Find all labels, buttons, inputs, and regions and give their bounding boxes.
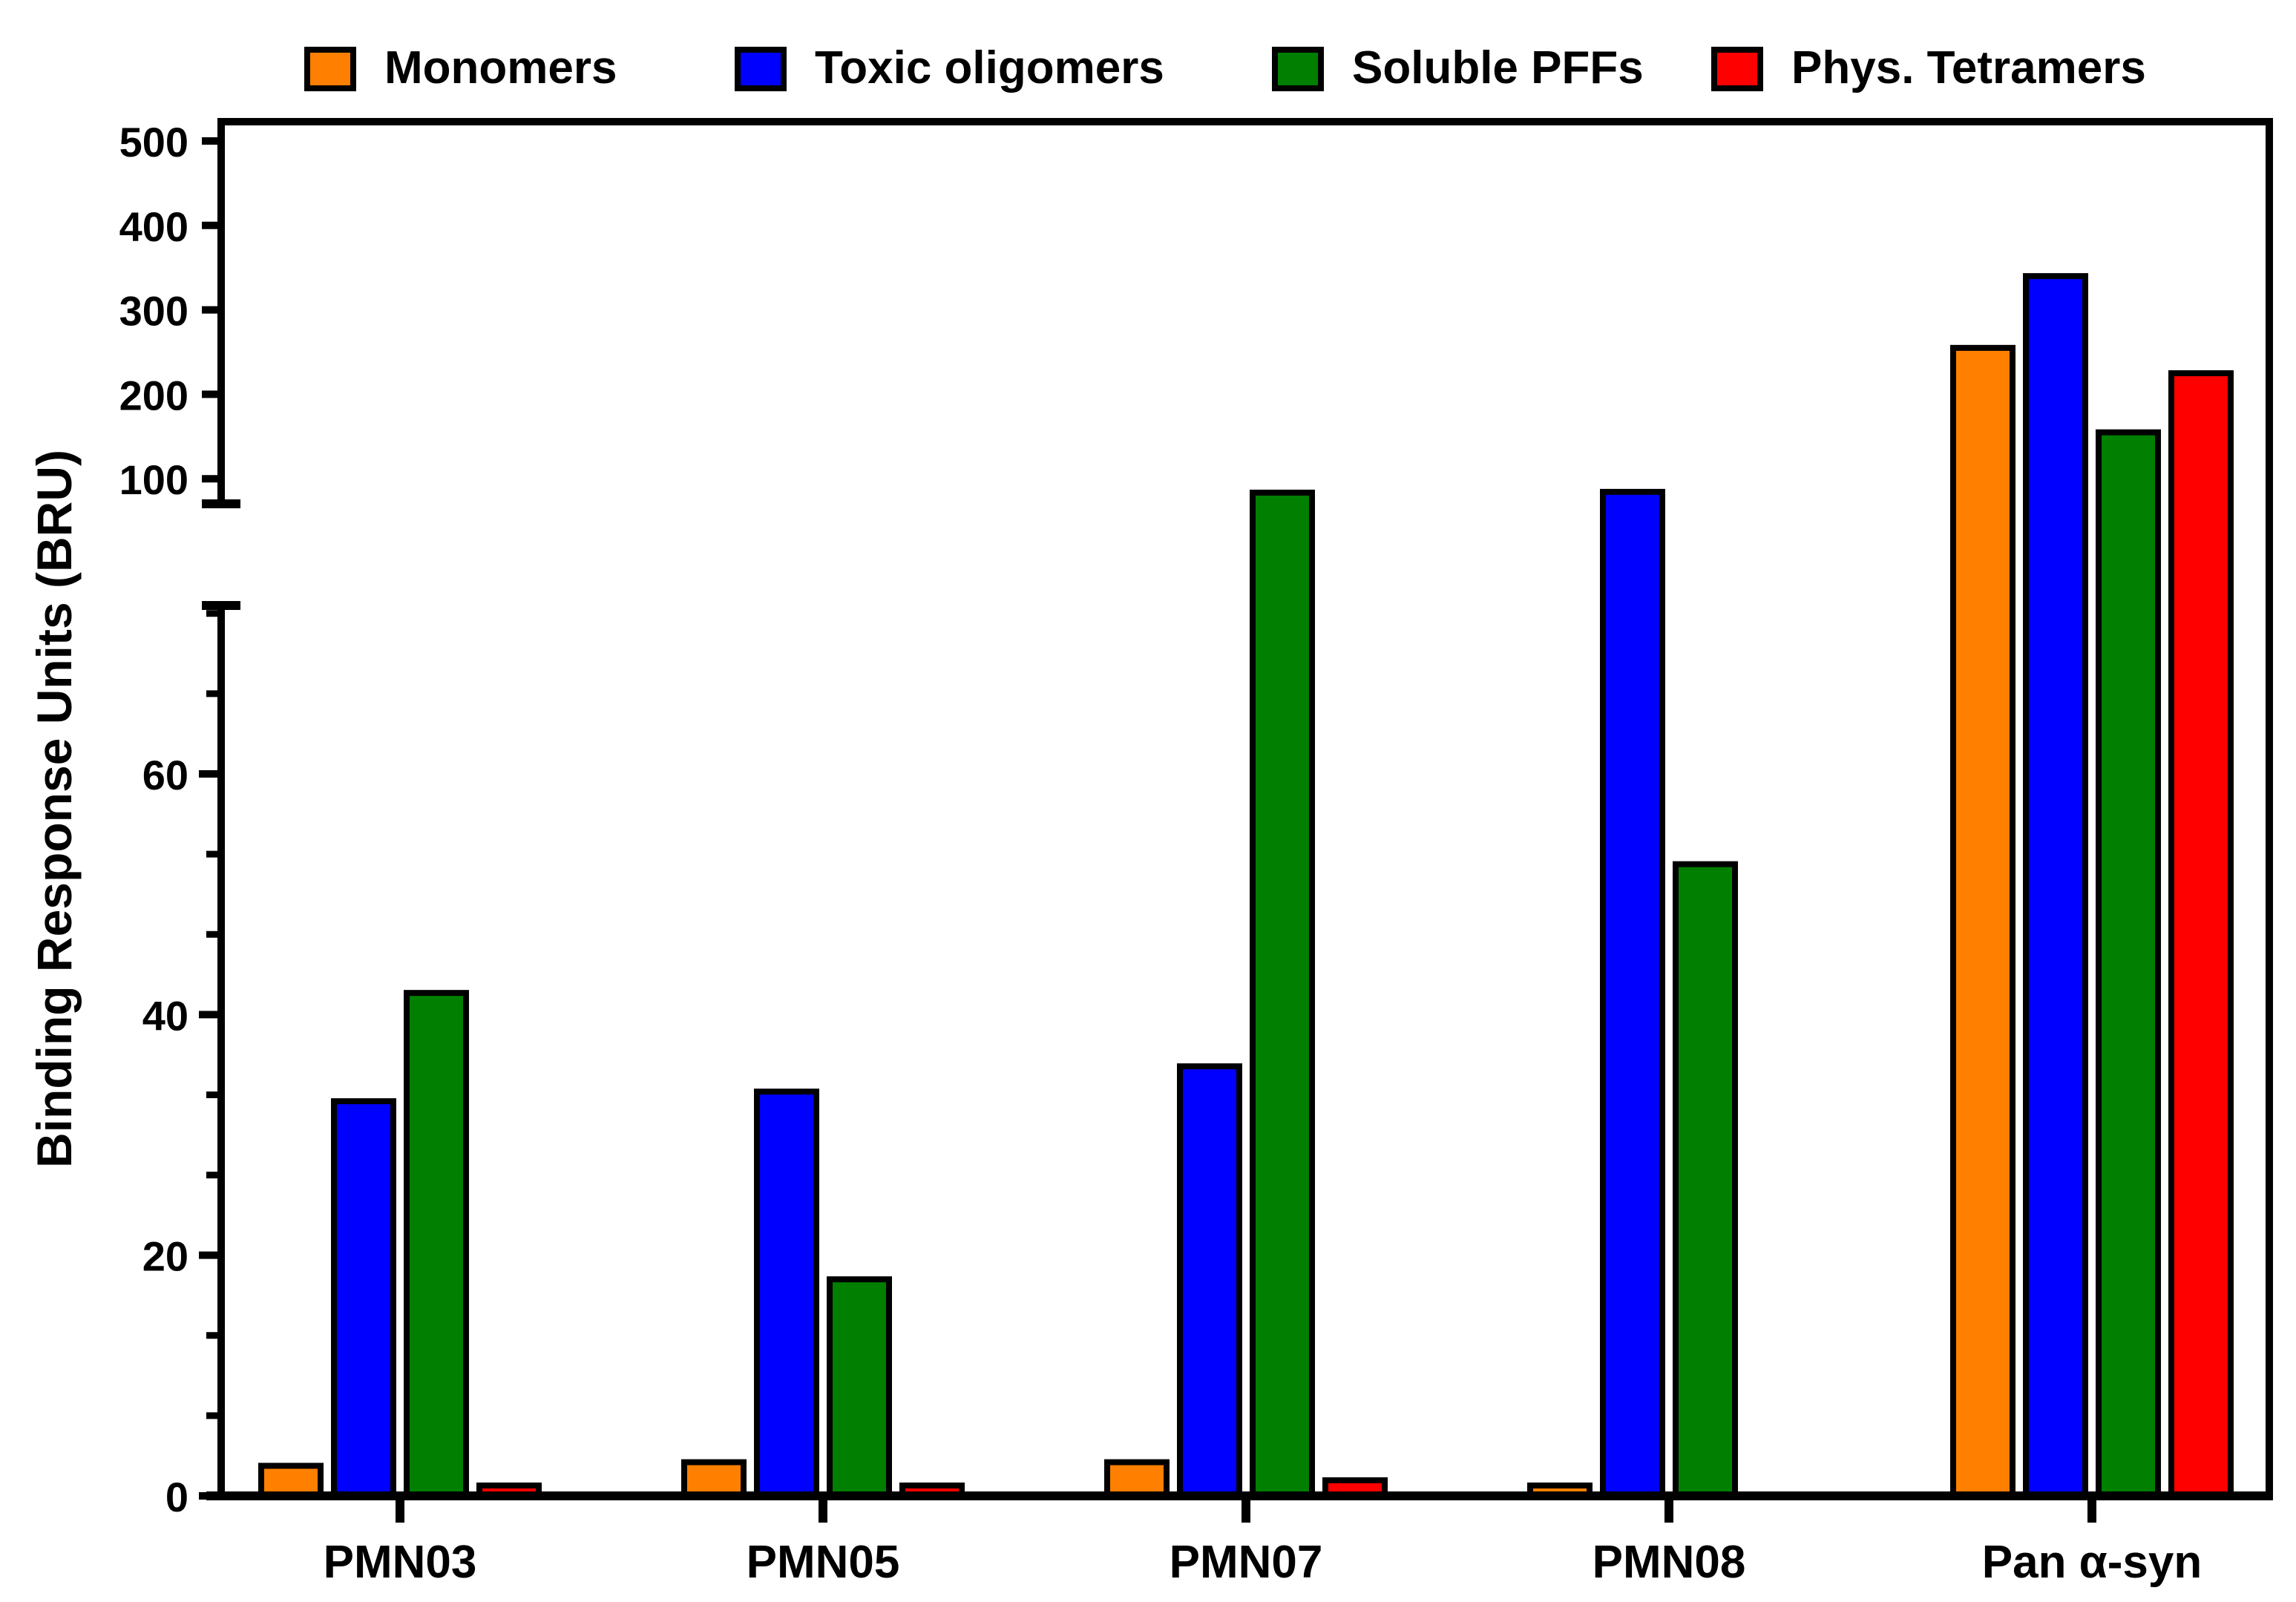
bar-0-0 <box>258 1463 324 1500</box>
y-tick-label: 300 <box>119 288 188 335</box>
bar-0-2 <box>404 990 469 1499</box>
y-tick-label: 200 <box>119 372 188 418</box>
legend-swatch <box>1272 47 1324 91</box>
legend-label: Soluble PFFs <box>1352 42 1644 93</box>
bar-4-3 <box>2168 370 2234 1499</box>
legend-label: Toxic oligomers <box>815 42 1164 93</box>
y-tick-label: 400 <box>119 203 188 250</box>
bar-2-1 <box>1177 1063 1242 1499</box>
y-tick-label: 40 <box>142 992 188 1039</box>
bar-3-2 <box>1673 861 1738 1500</box>
y-tick-label: 100 <box>119 456 188 503</box>
x-tick-label: Pan α-syn <box>1982 1537 2202 1588</box>
legend-label: Phys. Tetramers <box>1791 42 2146 93</box>
y-tick-label: 20 <box>142 1233 188 1280</box>
legend-swatch <box>304 47 356 91</box>
y-tick-label: 0 <box>165 1474 188 1520</box>
bar-3-1 <box>1600 488 1665 1500</box>
bar-4-1 <box>2023 273 2088 1500</box>
bar-1-2 <box>827 1276 892 1500</box>
x-tick-label: PMN03 <box>324 1537 477 1588</box>
bar-1-0 <box>681 1459 747 1500</box>
legend-swatch <box>735 47 787 91</box>
bar-2-2 <box>1250 489 1315 1499</box>
y-axis-title: Binding Response Units (BRU) <box>27 450 82 1168</box>
x-tick-label: PMN07 <box>1170 1537 1323 1588</box>
bar-4-2 <box>2096 429 2161 1500</box>
legend-label: Monomers <box>384 42 617 93</box>
y-tick-label: 60 <box>142 752 188 798</box>
bar-4-0 <box>1950 344 2015 1499</box>
y-tick-label: 500 <box>119 119 188 165</box>
x-tick-label: PMN05 <box>747 1537 900 1588</box>
bar-0-1 <box>331 1098 396 1500</box>
bar-1-1 <box>754 1089 819 1499</box>
bar-2-0 <box>1104 1459 1170 1500</box>
legend-swatch <box>1711 47 1763 91</box>
x-tick-label: PMN08 <box>1593 1537 1746 1588</box>
